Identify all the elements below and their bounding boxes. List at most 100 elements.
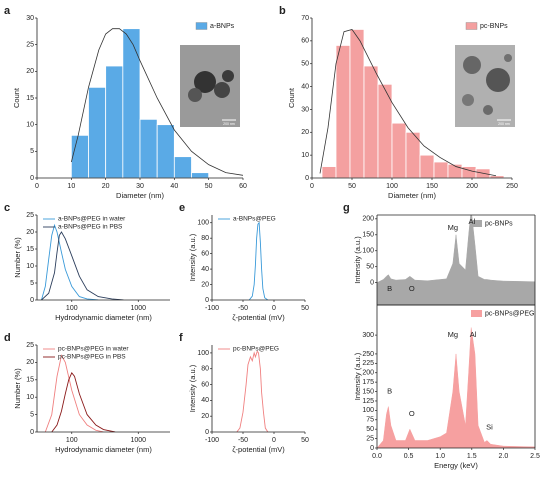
y-axis-label: Intensity (a.u.) [353, 352, 362, 400]
x-tick-label: 200 [466, 183, 478, 190]
bar [70, 134, 89, 178]
x-tick-label: 150 [426, 183, 438, 190]
x-tick-label: 0 [35, 183, 39, 190]
y-tick-label: 5 [30, 148, 34, 155]
y-tick-label: 30 [301, 106, 309, 113]
bar [363, 65, 379, 178]
x-tick-label: 250 [506, 183, 518, 190]
line [51, 371, 116, 432]
peak-label: Al [470, 330, 477, 339]
peak-label: Mg [448, 223, 458, 232]
y-tick-label: 200 [362, 216, 374, 223]
x-tick-label: 0 [272, 437, 276, 444]
particle [486, 68, 510, 92]
x-tick-label: 0 [272, 305, 276, 312]
y-tick-label: 0 [305, 175, 309, 182]
particle [194, 71, 216, 93]
y-tick-label: 40 [301, 83, 309, 90]
x-tick-label: 0.0 [372, 453, 382, 460]
x-tick-label: 1.5 [467, 453, 477, 460]
panel-letter: b [279, 5, 286, 17]
y-tick-label: 0 [205, 429, 209, 436]
panel-letter: a [4, 5, 11, 17]
spectrum-area [377, 327, 535, 448]
x-axis-label: ζ-potential (mV) [232, 313, 285, 322]
legend-label: a-BNPs@PEG in PBS [58, 224, 123, 231]
y-tick-label: 15 [26, 95, 34, 102]
y-tick-label: 60 [301, 38, 309, 45]
scale-text: 200 nm [498, 122, 510, 126]
legend-label: a-BNPs@PEG in water [58, 216, 126, 223]
y-tick-label: 10 [26, 122, 34, 129]
bar [88, 86, 107, 178]
line [41, 223, 99, 300]
particle [214, 82, 230, 98]
particle [483, 105, 493, 115]
scale-text: 200 nm [223, 122, 235, 126]
x-axis-label: ζ-potential (mV) [232, 445, 285, 454]
x-tick-label: 100 [66, 437, 78, 444]
y-tick-label: 125 [362, 398, 374, 405]
y-tick-label: 100 [362, 407, 374, 414]
y-tick-label: 250 [362, 351, 374, 358]
peak-label: B [387, 387, 392, 396]
x-tick-label: 100 [386, 183, 398, 190]
y-tick-label: 5 [30, 411, 34, 418]
x-tick-label: 60 [239, 183, 247, 190]
bar [349, 29, 365, 178]
y-tick-label: 20 [301, 129, 309, 136]
plot [248, 221, 269, 300]
y-tick-label: 150 [362, 388, 374, 395]
y-tick-label: 0 [205, 297, 209, 304]
y-axis-label: Count [12, 87, 21, 108]
bar [191, 172, 210, 178]
peak-label: Al [468, 217, 475, 226]
y-tick-label: 40 [201, 266, 209, 273]
line [44, 354, 104, 432]
x-tick-label: 0 [310, 183, 314, 190]
x-tick-label: -100 [205, 305, 219, 312]
plot [319, 28, 505, 178]
line [236, 350, 269, 432]
y-tick-label: 20 [26, 68, 34, 75]
y-tick-label: 175 [362, 379, 374, 386]
x-axis-label: Diameter (nm) [388, 191, 436, 200]
fit-curve [319, 28, 497, 177]
y-tick-label: 100 [362, 248, 374, 255]
y-tick-label: 10 [26, 394, 34, 401]
y-tick-label: 0 [370, 445, 374, 452]
spectrum-area [377, 215, 535, 305]
bar [391, 122, 407, 178]
peak-label: O [409, 284, 415, 293]
legend-label: a-BNPs [210, 23, 235, 30]
y-tick-label: 0 [30, 429, 34, 436]
legend-label: pc-BNPs@PEG [233, 346, 279, 353]
x-tick-label: 1000 [130, 437, 146, 444]
y-tick-label: 225 [362, 360, 374, 367]
y-tick-label: 40 [201, 397, 209, 404]
x-tick-label: 50 [301, 437, 309, 444]
y-tick-label: 60 [201, 250, 209, 257]
particle [188, 88, 202, 102]
x-tick-label: -50 [238, 437, 248, 444]
y-tick-label: 20 [201, 413, 209, 420]
plot [377, 327, 535, 448]
x-tick-label: 2.5 [530, 453, 540, 460]
x-axis-label: Hydrodynamic diameter (nm) [55, 313, 152, 322]
y-tick-label: 80 [201, 235, 209, 242]
line [248, 221, 269, 300]
y-tick-label: 70 [301, 15, 309, 22]
x-tick-label: -100 [205, 437, 219, 444]
particle [463, 56, 481, 74]
x-tick-label: 30 [136, 183, 144, 190]
particle [222, 70, 234, 82]
y-axis-label: Count [287, 87, 296, 108]
x-tick-label: 50 [301, 305, 309, 312]
particle [504, 54, 512, 62]
x-tick-label: 40 [170, 183, 178, 190]
x-tick-label: 100 [66, 305, 78, 312]
line [41, 231, 124, 300]
legend-swatch [195, 22, 208, 30]
plot [70, 28, 243, 178]
